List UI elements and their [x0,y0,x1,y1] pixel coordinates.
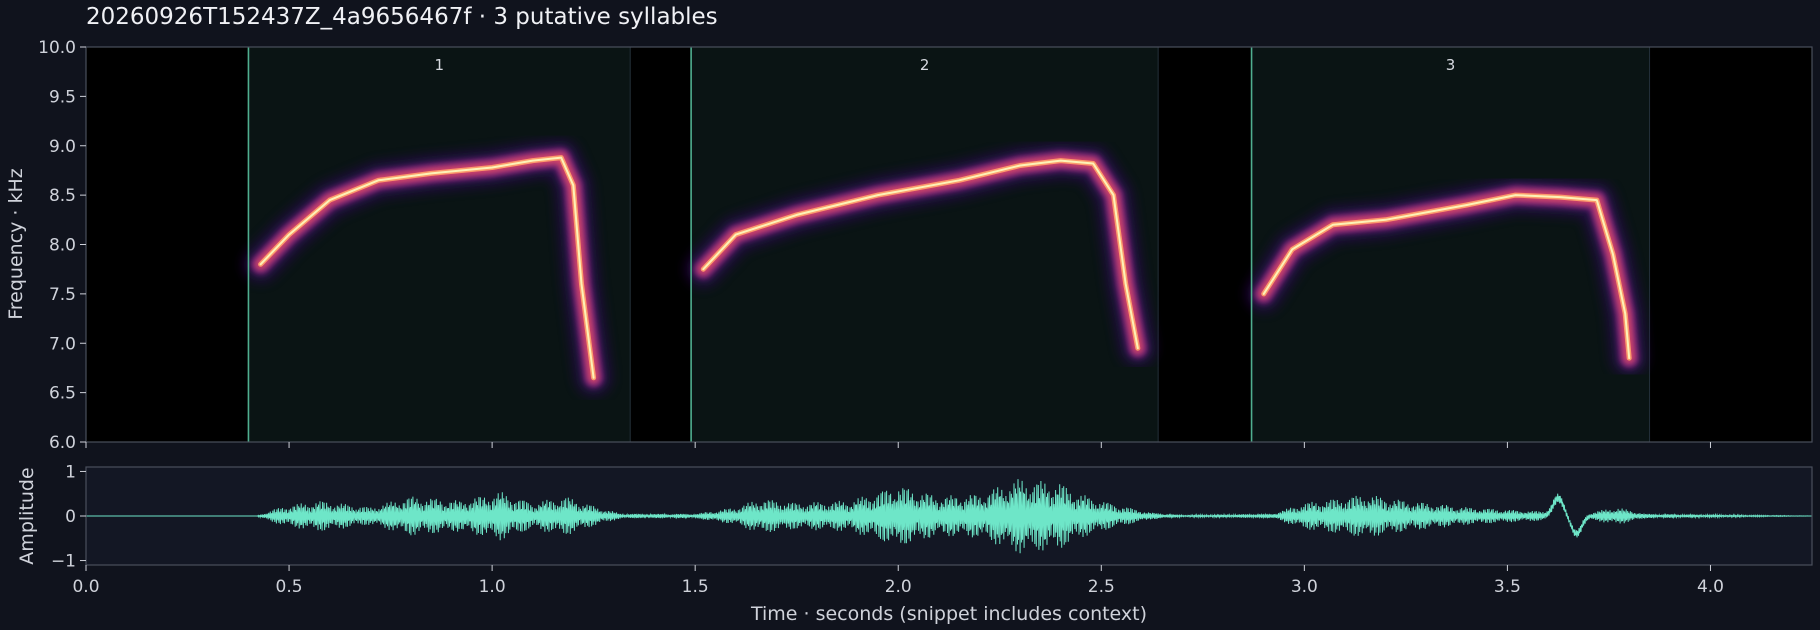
syllable-peak-2 [702,159,1139,350]
frequency-axis-ticks: 6.0 6.5 7.0 7.5 8.0 8.5 9.0 9.5 10.0 [38,38,86,453]
freq-tick-label-8: 10.0 [38,38,76,58]
freq-tick-label-6: 9.0 [49,137,76,157]
freq-tick-label-0: 6.0 [49,433,76,453]
freq-tick-label-5: 8.5 [49,186,76,206]
segment-boundaries: 1 2 3 [247,47,1456,442]
time-axis-ticks: 0.0 0.5 1.0 1.5 2.0 2.5 3.0 3.5 4.0 [72,565,1724,597]
time-tick-label-2: 1.0 [479,577,506,597]
amp-tick-label-0: 1 [65,462,76,482]
time-tick-label-1: 0.5 [276,577,303,597]
time-tick-label-8: 4.0 [1697,577,1724,597]
syllable-peak-1 [259,156,595,379]
segment-label-2: 2 [920,56,930,74]
amp-tick-label-1: 0 [65,507,76,527]
freq-tick-label-3: 7.5 [49,285,76,305]
time-tick-label-0: 0.0 [72,577,99,597]
waveform-panel: 1 0 −1 0.0 0.5 1.0 1.5 2.0 2.5 3.0 3.5 4.0 Amplitu… [16,462,1813,625]
syllable-peak-3 [1262,194,1631,360]
syllable-segments [248,47,1651,442]
syllable-2 [686,143,1155,366]
syllable-3 [1246,178,1647,376]
freq-tick-label-4: 8.0 [49,236,76,256]
freq-tick-label-1: 6.5 [49,384,76,404]
freq-tick-label-2: 7.0 [49,334,76,354]
spectrogram-x-ticks [85,442,1711,448]
segment-label-1: 1 [435,56,445,74]
waveform-line [86,479,1812,554]
figure-title: 20260926T152437Z_4a9656467f · 3 putative… [86,4,718,30]
syllable-contours [243,140,1647,395]
spectrogram-panel: 1 2 3 6.0 6.5 7.0 7.5 8.0 8.5 9.0 9.5 10.0 Frequen… [5,38,1813,453]
time-tick-label-7: 3.5 [1494,577,1521,597]
time-tick-label-5: 2.5 [1088,577,1115,597]
frequency-axis-label: Frequency · kHz [5,168,27,320]
syllable-1 [243,140,611,395]
time-tick-label-3: 1.5 [682,577,709,597]
freq-tick-label-7: 9.5 [49,87,76,107]
amplitude-axis-ticks: 1 0 −1 [51,462,86,572]
amp-tick-label-2: −1 [51,552,76,572]
time-tick-label-4: 2.0 [885,577,912,597]
amplitude-axis-label: Amplitude [16,467,38,564]
segment-region-2 [691,47,1159,442]
time-axis-label: Time · seconds (snippet includes context… [750,603,1147,625]
time-tick-label-6: 3.0 [1291,577,1318,597]
segment-label-3: 3 [1446,56,1456,74]
